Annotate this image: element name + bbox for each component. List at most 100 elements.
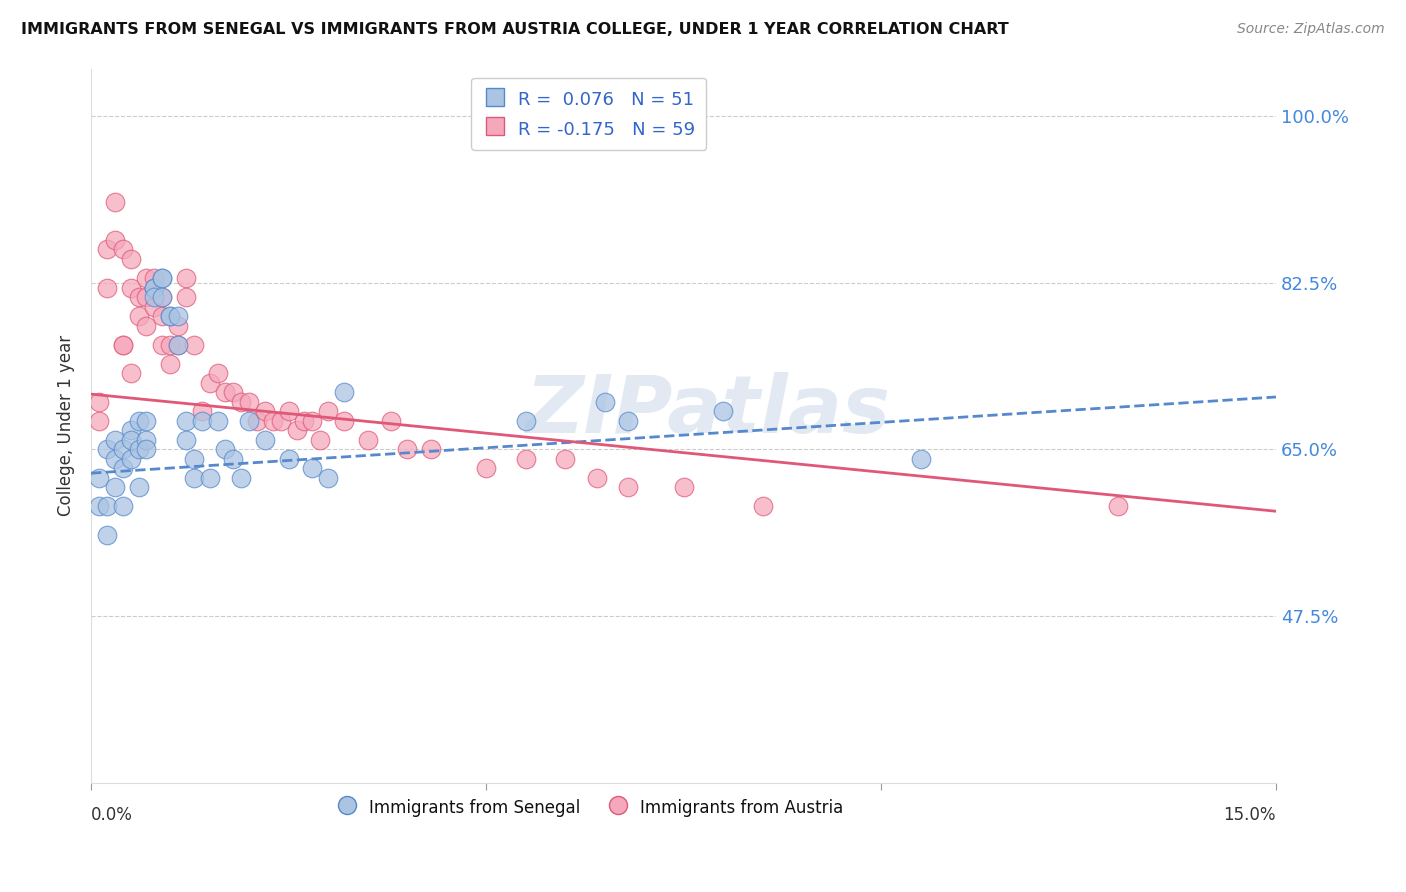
- Point: [231, 471, 253, 485]
- Text: Source: ZipAtlas.com: Source: ZipAtlas.com: [1237, 22, 1385, 37]
- Point: [253, 404, 276, 418]
- Point: [222, 385, 245, 400]
- Point: [128, 480, 150, 494]
- Point: [183, 337, 205, 351]
- Point: [96, 280, 118, 294]
- Point: [111, 337, 134, 351]
- Point: [356, 433, 378, 447]
- Point: [316, 404, 339, 418]
- Point: [104, 451, 127, 466]
- Point: [104, 194, 127, 209]
- Point: [316, 471, 339, 485]
- Point: [111, 243, 134, 257]
- Point: [150, 337, 173, 351]
- Point: [593, 394, 616, 409]
- Point: [222, 451, 245, 466]
- Point: [143, 280, 166, 294]
- Point: [238, 394, 260, 409]
- Point: [96, 442, 118, 457]
- Point: [111, 337, 134, 351]
- Point: [143, 290, 166, 304]
- Point: [396, 442, 419, 457]
- Point: [135, 433, 157, 447]
- Point: [135, 414, 157, 428]
- Point: [104, 433, 127, 447]
- Point: [128, 290, 150, 304]
- Point: [554, 451, 576, 466]
- Point: [159, 357, 181, 371]
- Point: [190, 404, 212, 418]
- Point: [214, 385, 236, 400]
- Point: [120, 366, 142, 380]
- Point: [120, 451, 142, 466]
- Point: [333, 414, 356, 428]
- Point: [167, 318, 190, 333]
- Point: [150, 290, 173, 304]
- Legend: Immigrants from Senegal, Immigrants from Austria: Immigrants from Senegal, Immigrants from…: [328, 790, 851, 824]
- Point: [150, 309, 173, 323]
- Point: [120, 280, 142, 294]
- Point: [183, 451, 205, 466]
- Point: [309, 433, 332, 447]
- Point: [711, 404, 734, 418]
- Point: [294, 414, 316, 428]
- Point: [301, 414, 323, 428]
- Point: [143, 300, 166, 314]
- Point: [174, 414, 197, 428]
- Point: [198, 471, 221, 485]
- Point: [301, 461, 323, 475]
- Point: [190, 414, 212, 428]
- Point: [143, 271, 166, 285]
- Point: [253, 433, 276, 447]
- Point: [167, 337, 190, 351]
- Point: [120, 423, 142, 437]
- Point: [128, 309, 150, 323]
- Point: [120, 252, 142, 266]
- Point: [214, 442, 236, 457]
- Point: [207, 366, 229, 380]
- Point: [111, 500, 134, 514]
- Point: [143, 280, 166, 294]
- Point: [96, 243, 118, 257]
- Point: [167, 337, 190, 351]
- Point: [174, 290, 197, 304]
- Point: [167, 309, 190, 323]
- Point: [910, 451, 932, 466]
- Point: [135, 442, 157, 457]
- Point: [174, 271, 197, 285]
- Text: ZIPatlas: ZIPatlas: [524, 372, 890, 450]
- Point: [238, 414, 260, 428]
- Point: [1107, 500, 1129, 514]
- Point: [87, 414, 110, 428]
- Point: [333, 385, 356, 400]
- Point: [159, 309, 181, 323]
- Point: [104, 233, 127, 247]
- Point: [135, 318, 157, 333]
- Point: [174, 433, 197, 447]
- Point: [111, 461, 134, 475]
- Point: [87, 500, 110, 514]
- Point: [380, 414, 402, 428]
- Point: [159, 337, 181, 351]
- Point: [150, 290, 173, 304]
- Point: [96, 528, 118, 542]
- Point: [120, 433, 142, 447]
- Text: 15.0%: 15.0%: [1223, 806, 1277, 824]
- Point: [104, 480, 127, 494]
- Point: [585, 471, 607, 485]
- Point: [277, 451, 299, 466]
- Point: [672, 480, 695, 494]
- Point: [207, 414, 229, 428]
- Point: [159, 309, 181, 323]
- Point: [135, 271, 157, 285]
- Point: [419, 442, 441, 457]
- Point: [246, 414, 269, 428]
- Point: [277, 404, 299, 418]
- Point: [87, 394, 110, 409]
- Point: [617, 480, 640, 494]
- Point: [617, 414, 640, 428]
- Point: [515, 451, 537, 466]
- Point: [475, 461, 498, 475]
- Point: [128, 414, 150, 428]
- Point: [150, 271, 173, 285]
